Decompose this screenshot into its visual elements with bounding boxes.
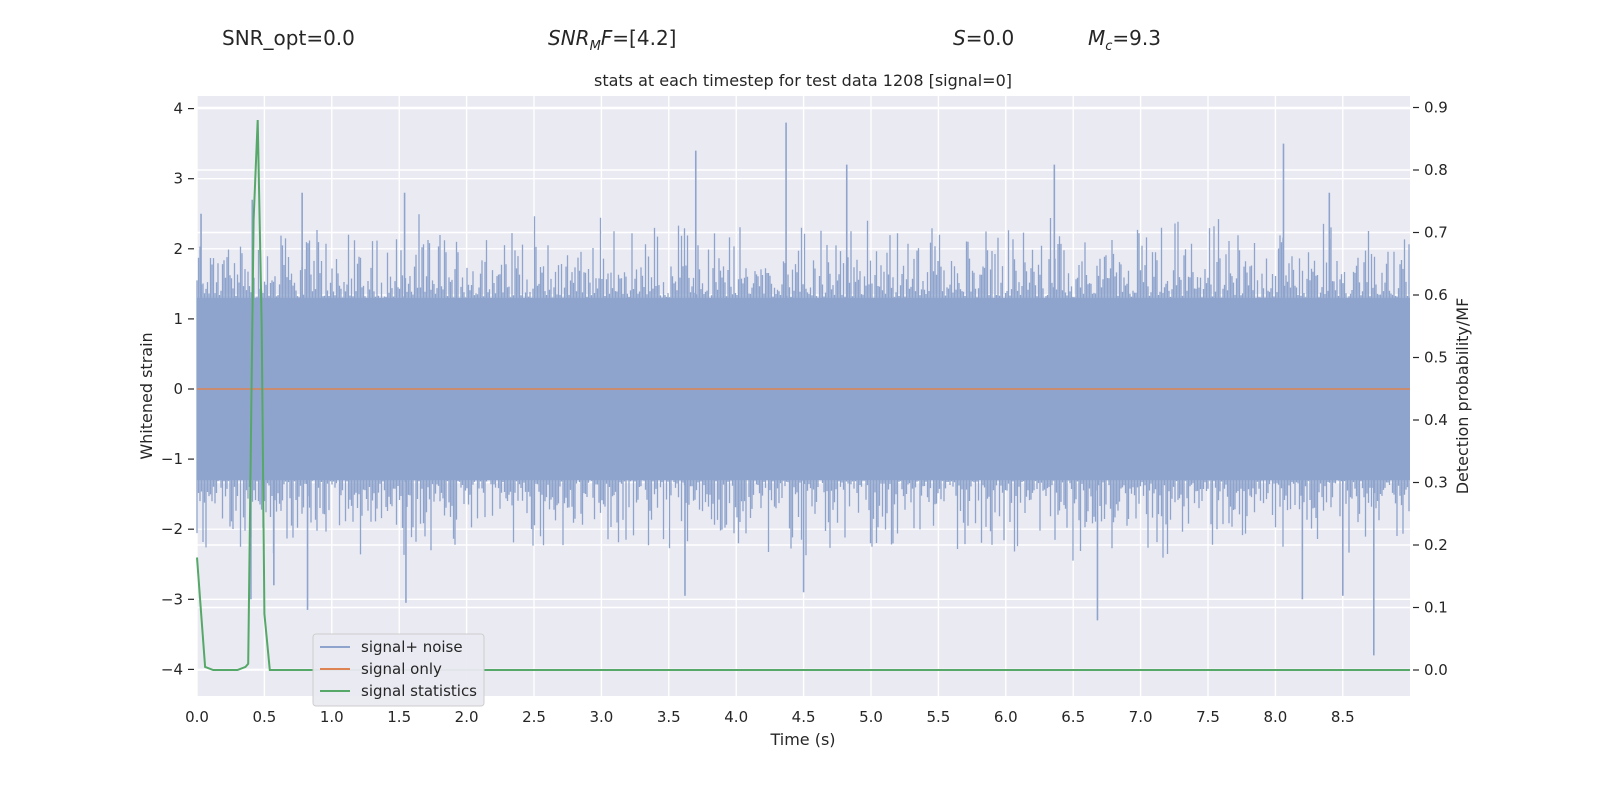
y-tick-label-3: −1: [161, 450, 183, 468]
x-tick-label-12: 6.0: [994, 708, 1018, 726]
noise-trace: [196, 214, 1410, 561]
legend-label-signal-only: signal only: [361, 660, 442, 678]
snr-mf-value: =[4.2]: [612, 26, 677, 50]
y-tick-label-8: 4: [173, 100, 183, 118]
x-tick-label-11: 5.5: [926, 708, 950, 726]
s-label: S=0.0: [953, 26, 1015, 50]
x-tick-label-15: 7.5: [1196, 708, 1220, 726]
chart-title: stats at each timestep for test data 120…: [594, 71, 1012, 90]
signal-statistics-line: [196, 119, 1410, 671]
x-tick-label-17: 8.5: [1331, 708, 1355, 726]
mc-value: =9.3: [1112, 26, 1161, 50]
y2-tick-label-7: 0.7: [1424, 224, 1448, 242]
legend-label-signal-statistics: signal statistics: [361, 682, 477, 700]
x-axis-label: Time (s): [769, 730, 835, 749]
x-tick-label-13: 6.5: [1061, 708, 1085, 726]
y-tick-label-0: −4: [161, 660, 183, 678]
y2-axis-label: Detection probability/MF: [1453, 298, 1472, 495]
y-tick-label-5: 1: [173, 310, 183, 328]
y-tick-label-4: 0: [173, 380, 183, 398]
y2-tick-label-0: 0.0: [1424, 661, 1448, 679]
x-tick-label-4: 2.0: [455, 708, 479, 726]
snr-opt-label: SNR_opt=0.0: [222, 26, 355, 50]
x-tick-label-6: 3.0: [589, 708, 613, 726]
y-tick-label-2: −2: [161, 520, 183, 538]
y2-tick-label-6: 0.6: [1424, 286, 1448, 304]
legend-box: [312, 633, 485, 707]
snr-mf-label: SNRMF=[4.2]: [548, 26, 677, 54]
x-tick-label-14: 7.0: [1129, 708, 1153, 726]
x-tick-label-10: 5.0: [859, 708, 883, 726]
x-tick-label-16: 8.0: [1263, 708, 1287, 726]
s-value: =0.0: [965, 26, 1015, 50]
y2-axis-ticks: 0.0 0.1 0.2 0.3 0.4 0.5 0.6 0.7 0.8 0.9: [1413, 99, 1448, 679]
y2-tick-label-1: 0.1: [1424, 599, 1448, 617]
y-tick-label-7: 3: [173, 170, 183, 188]
x-tick-label-9: 4.5: [792, 708, 816, 726]
x-tick-label-3: 1.5: [387, 708, 411, 726]
x-axis-ticks: 0.0 0.5 1.0 1.5 2.0 2.5 3.0 3.5 4.0 4.5 5.0 5.5 6.0 6…: [185, 708, 1355, 726]
y-tick-label-6: 2: [173, 240, 183, 258]
y-tick-label-1: −3: [161, 590, 183, 608]
y-axis-label: Whitened strain: [137, 332, 156, 459]
x-tick-label-1: 0.5: [252, 708, 276, 726]
x-tick-label-8: 4.0: [724, 708, 748, 726]
y2-tick-label-5: 0.5: [1424, 349, 1448, 367]
x-tick-label-0: 0.0: [185, 708, 209, 726]
y-axis-ticks: −4 −3 −2 −1 0 1 2 3 4: [161, 100, 194, 678]
y2-tick-label-9: 0.9: [1424, 99, 1448, 117]
x-tick-label-2: 1.0: [320, 708, 344, 726]
y2-tick-label-8: 0.8: [1424, 161, 1448, 179]
x-tick-label-7: 3.5: [657, 708, 681, 726]
legend-label-signal-noise: signal+ noise: [361, 638, 463, 656]
x-tick-label-5: 2.5: [522, 708, 546, 726]
y2-tick-label-4: 0.4: [1424, 411, 1448, 429]
y2-tick-label-3: 0.3: [1424, 474, 1448, 492]
legend: signal+ noise signal only signal statist…: [312, 633, 485, 707]
mc-label: Mc=9.3: [1088, 26, 1161, 54]
y2-tick-label-2: 0.2: [1424, 536, 1448, 554]
